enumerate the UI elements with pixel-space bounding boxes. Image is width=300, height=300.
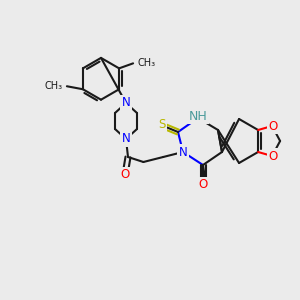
Text: CH₃: CH₃: [45, 81, 63, 91]
Text: CH₃: CH₃: [137, 58, 155, 68]
Text: O: O: [268, 149, 278, 163]
Text: O: O: [120, 169, 130, 182]
Text: O: O: [268, 119, 278, 133]
Text: N: N: [122, 97, 130, 110]
Text: S: S: [158, 118, 166, 131]
Text: N: N: [178, 146, 188, 158]
Text: NH: NH: [189, 110, 207, 122]
Text: N: N: [122, 133, 130, 146]
Text: O: O: [198, 178, 208, 191]
